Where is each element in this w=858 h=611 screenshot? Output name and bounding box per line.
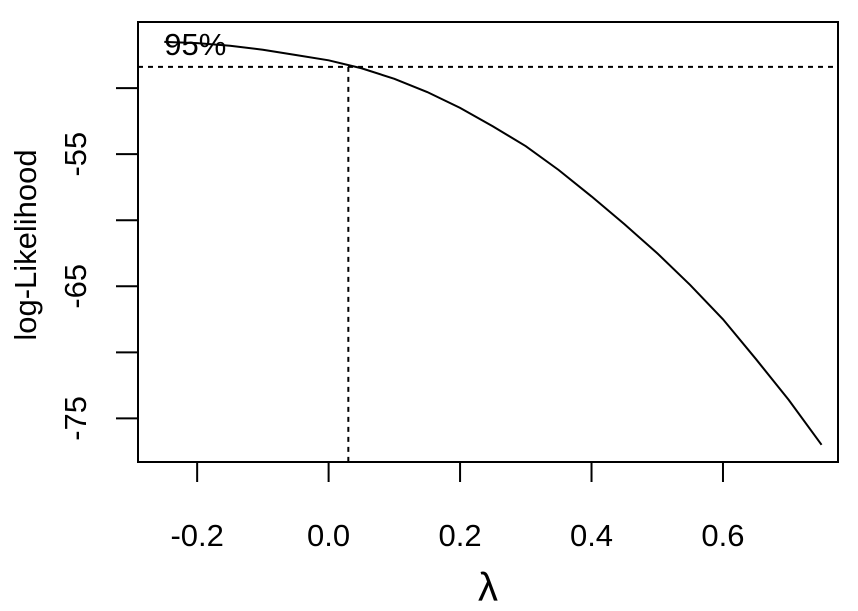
x-tick-label: -0.2 (170, 518, 223, 553)
x-tick-label: 0.0 (307, 518, 350, 553)
plot-frame (137, 21, 839, 463)
x-axis-label: λ (478, 566, 498, 610)
curve (164, 40, 823, 446)
y-tick-label: -65 (58, 264, 93, 309)
x-tick-label: 0.2 (439, 518, 482, 553)
y-axis-label: log-Likelihood (8, 149, 43, 340)
y-tick-label: -55 (58, 132, 93, 177)
x-tick-label: 0.6 (701, 518, 744, 553)
x-tick-label: 0.4 (570, 518, 613, 553)
y-tick-label: -75 (58, 396, 93, 441)
